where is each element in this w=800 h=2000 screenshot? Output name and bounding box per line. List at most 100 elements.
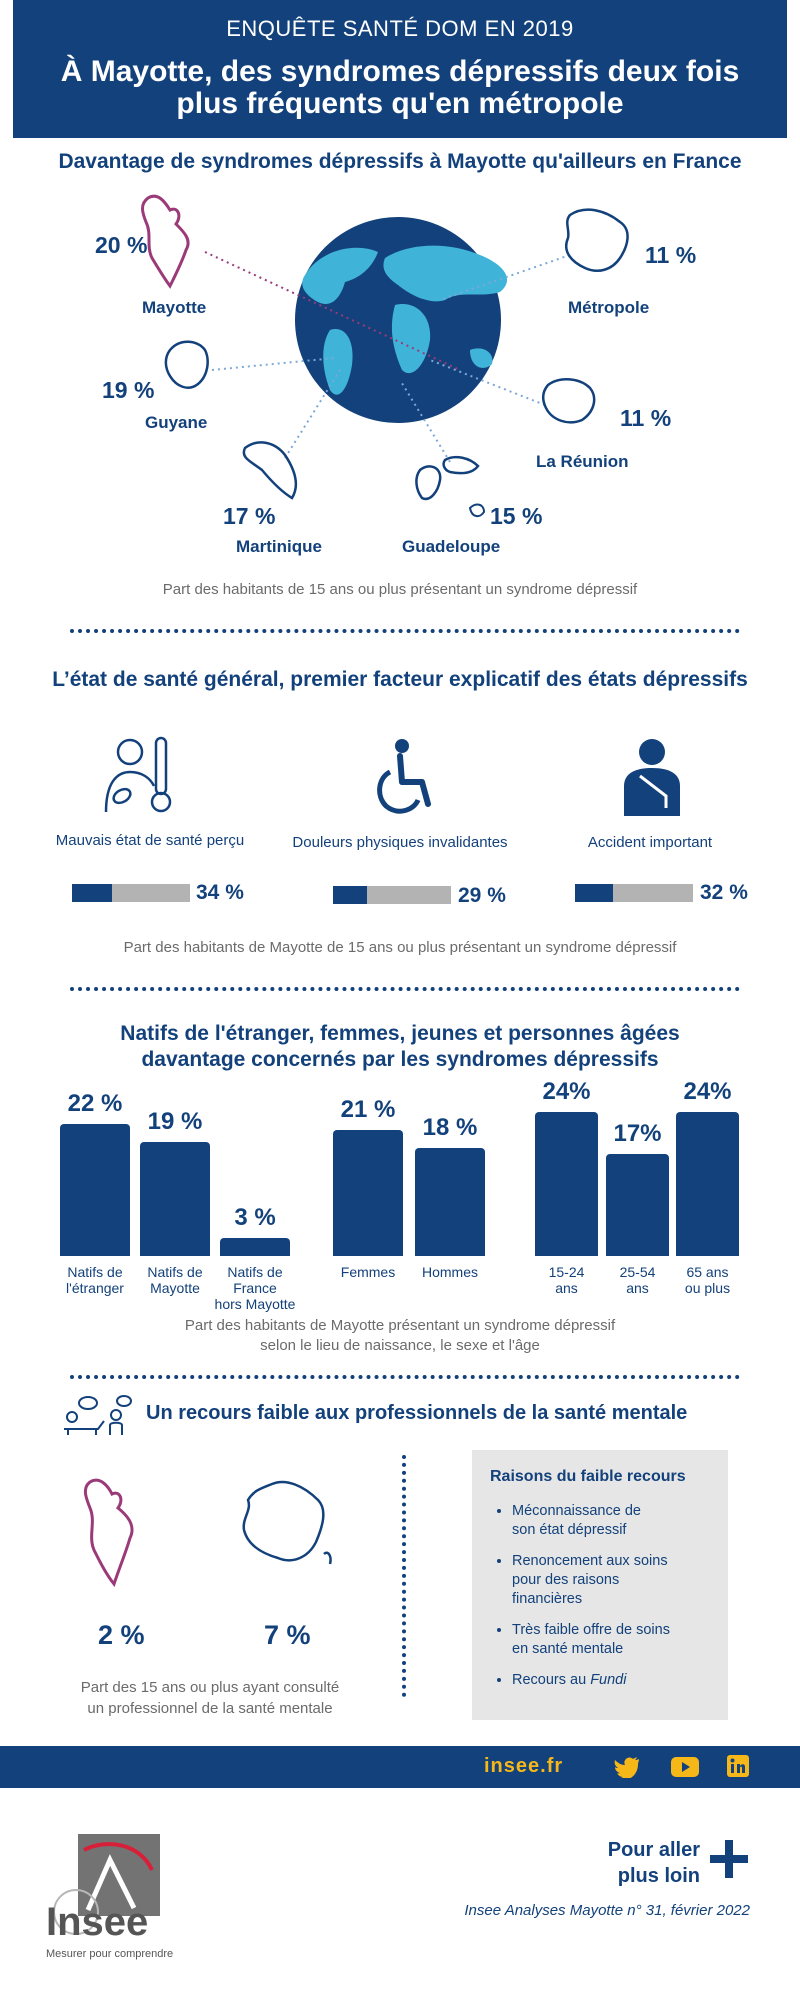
factor-bar-fill-2 xyxy=(333,886,368,904)
consult-value-metropole: 7 % xyxy=(264,1620,311,1650)
factor-value-3: 32 % xyxy=(700,881,748,904)
reason-item: Renoncement aux soins pour des raisons f… xyxy=(512,1552,722,1609)
bar-natifs_france xyxy=(220,1238,290,1256)
bar-label-hommes: Hommes xyxy=(421,1264,478,1280)
metropole-outline-small-icon xyxy=(242,1480,332,1565)
survey-kicker: ENQUÊTE SANTÉ DOM EN 2019 xyxy=(226,16,574,41)
guyane-outline-icon xyxy=(164,340,209,389)
reasons-list: Méconnaissance de son état dépressif Ren… xyxy=(490,1502,722,1702)
therapy-session-icon xyxy=(64,1395,132,1435)
reasons-box: Raisons du faible recours Méconnaissance… xyxy=(472,1450,728,1720)
arm-sling-person-icon xyxy=(624,739,680,816)
bar-value-femmes: 21 % xyxy=(340,1096,396,1123)
reason-item: Très faible offre de soins en santé ment… xyxy=(512,1621,722,1659)
factor-bar-fill-3 xyxy=(575,884,613,902)
value-reunion: 11 % xyxy=(620,405,672,431)
section3-note: Part des habitants de Mayotte présentant… xyxy=(0,1316,800,1356)
youtube-icon[interactable] xyxy=(671,1756,699,1778)
factor-label-3: Accident important xyxy=(587,834,713,851)
linkedin-icon[interactable] xyxy=(727,1755,749,1777)
main-title-line2: plus fréquents qu'en métropole xyxy=(176,87,624,120)
factor-bar-track-2 xyxy=(333,886,451,904)
bar-age_25_54 xyxy=(606,1154,669,1256)
section4-note-line1: Part des 15 ans ou plus ayant consulté xyxy=(80,1679,340,1696)
insee-logo-icon xyxy=(53,1834,160,1935)
section3-note-line2: selon le lieu de naissance, le sexe et l… xyxy=(260,1337,540,1354)
insee-site-link[interactable]: insee.fr xyxy=(484,1755,564,1777)
main-title-line1: À Mayotte, des syndromes dépressifs deux… xyxy=(60,55,740,88)
divider-2 xyxy=(70,987,740,991)
insee-logo-text: Insee xyxy=(46,1900,149,1944)
value-guyane: 19 % xyxy=(102,377,155,403)
factor-label-1: Mauvais état de santé perçu xyxy=(55,832,245,849)
section2-title: L’état de santé général, premier facteur… xyxy=(52,668,748,691)
bar-natifs_mayotte xyxy=(140,1142,210,1256)
reasons-title: Raisons du faible recours xyxy=(490,1468,686,1485)
plus-icon[interactable] xyxy=(710,1840,748,1878)
martinique-outline-icon xyxy=(242,441,298,500)
bar-label-femmes: Femmes xyxy=(340,1264,396,1280)
more-info-line2: plus loin xyxy=(617,1865,700,1887)
factor-bar-track-3 xyxy=(575,884,693,902)
factor-bar-track-1 xyxy=(72,884,190,902)
bar-label-natifs_etranger: Natifs de l'étranger xyxy=(66,1264,124,1296)
bar-value-age_65: 24% xyxy=(683,1078,732,1105)
section4-title: Un recours faible aux professionnels de … xyxy=(146,1402,688,1424)
label-metropole: Métropole xyxy=(568,298,650,317)
section3-title-line2: davantage concernés par les syndromes dé… xyxy=(141,1048,659,1071)
bar-label-age_15_24: 15-24 ans xyxy=(548,1264,585,1296)
bar-age_65 xyxy=(676,1112,739,1256)
section2-note: Part des habitants de Mayotte de 15 ans … xyxy=(123,939,677,956)
main-title: À Mayotte, des syndromes dépressifs deux… xyxy=(33,56,767,120)
section1-title: Davantage de syndromes dépressifs à Mayo… xyxy=(58,150,742,173)
more-info-line1: Pour aller xyxy=(607,1839,700,1861)
section3-title-line1: Natifs de l'étranger, femmes, jeunes et … xyxy=(120,1022,680,1045)
factor-label-2: Douleurs physiques invalidantes xyxy=(292,834,508,851)
factor-value-2: 29 % xyxy=(458,884,506,907)
sick-person-thermometer-icon xyxy=(104,736,172,813)
bar-natifs_etranger xyxy=(60,1124,130,1256)
bar-label-natifs_mayotte: Natifs de Mayotte xyxy=(147,1264,203,1296)
value-mayotte: 20 % xyxy=(95,232,148,258)
consult-value-mayotte: 2 % xyxy=(98,1620,145,1650)
footer-bar: insee.fr xyxy=(0,1746,800,1788)
islands-icon xyxy=(468,503,486,518)
wheelchair-icon xyxy=(377,739,431,814)
value-metropole: 11 % xyxy=(645,242,697,268)
globe-continents xyxy=(302,245,508,395)
bar-age_15_24 xyxy=(535,1112,598,1256)
divider-3 xyxy=(70,1375,740,1379)
section4-note-line2: un professionnel de la santé mentale xyxy=(87,1700,333,1717)
label-mayotte: Mayotte xyxy=(142,298,207,317)
section4-note: Part des 15 ans ou plus ayant consulté u… xyxy=(40,1677,380,1719)
label-guadeloupe: Guadeloupe xyxy=(402,537,501,556)
section1-note: Part des habitants de 15 ans ou plus pré… xyxy=(162,581,638,598)
territory-map xyxy=(141,194,629,518)
factor-bar-fill-1 xyxy=(72,884,113,902)
factor-value-1: 34 % xyxy=(196,881,244,904)
metropole-outline-icon xyxy=(565,208,629,272)
bar-label-age_25_54: 25-54 ans xyxy=(619,1264,656,1296)
mayotte-outline-icon xyxy=(141,194,190,289)
reason-item: Recours au Fundi xyxy=(512,1671,722,1690)
bar-femmes xyxy=(333,1130,403,1256)
insee-tagline: Mesurer pour comprendre xyxy=(46,1948,174,1960)
section3-note-line1: Part des habitants de Mayotte présentant… xyxy=(184,1317,616,1334)
reason-item: Méconnaissance de son état dépressif xyxy=(512,1502,722,1540)
twitter-icon[interactable] xyxy=(614,1756,640,1778)
bar-value-age_15_24: 24% xyxy=(542,1078,591,1105)
section3-title: Natifs de l'étranger, femmes, jeunes et … xyxy=(0,1021,800,1073)
value-guadeloupe: 15 % xyxy=(490,503,543,529)
bar-label-natifs_france: Natifs de France hors Mayotte xyxy=(214,1264,296,1312)
mayotte-outline-small-icon xyxy=(83,1478,134,1588)
label-martinique: Martinique xyxy=(236,537,322,556)
value-martinique: 17 % xyxy=(223,503,276,529)
bar-value-natifs_mayotte: 19 % xyxy=(147,1108,203,1135)
bar-label-age_65: 65 ans ou plus xyxy=(684,1264,731,1296)
bar-hommes xyxy=(415,1148,485,1256)
bar-value-natifs_france: 3 % xyxy=(234,1204,276,1231)
divider-1 xyxy=(70,629,740,633)
publication-reference: Insee Analyses Mayotte n° 31, février 20… xyxy=(464,1902,750,1919)
more-info-link[interactable]: Pour aller plus loin xyxy=(560,1837,700,1889)
guadeloupe-outline-icon xyxy=(415,455,480,501)
